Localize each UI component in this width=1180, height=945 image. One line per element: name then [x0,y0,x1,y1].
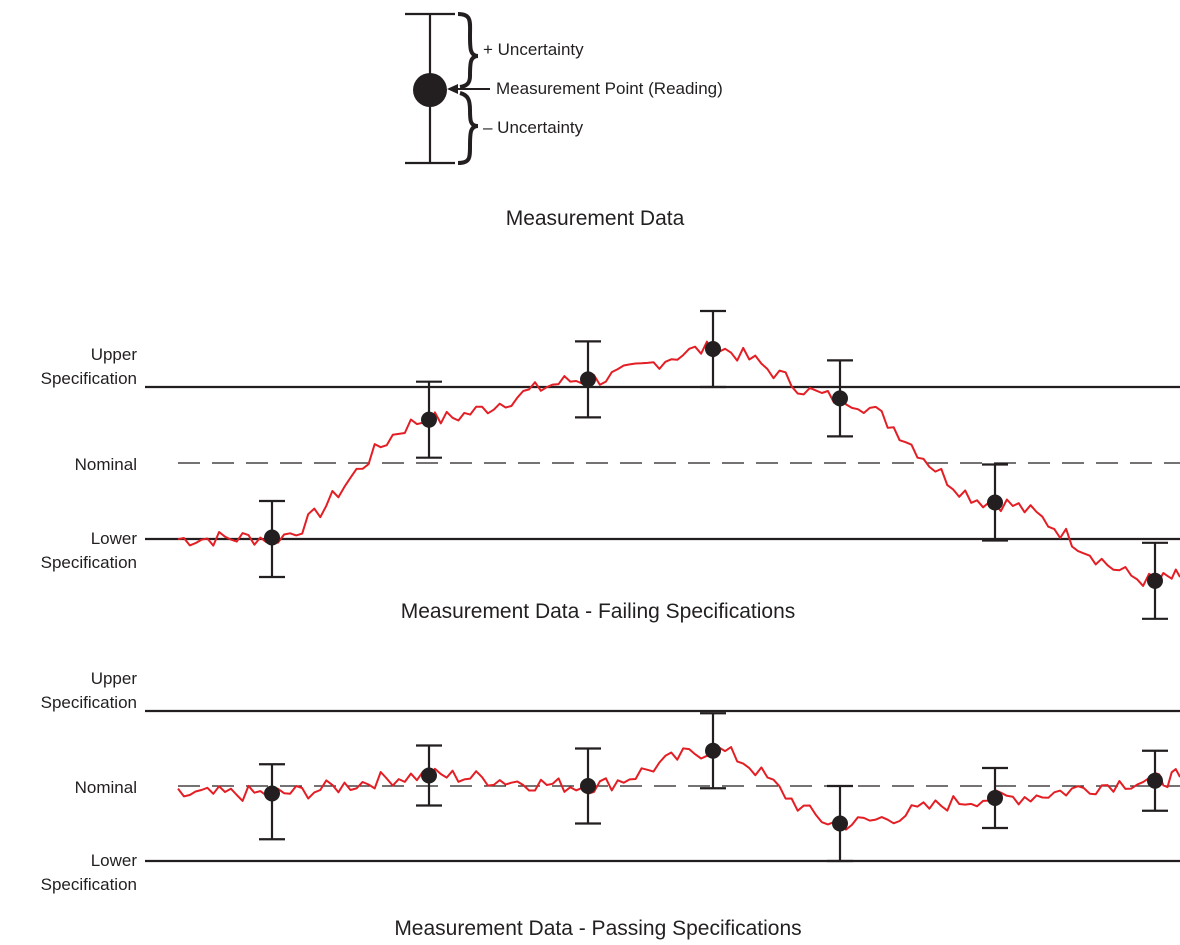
measurement-point [1147,572,1163,589]
failing-upper-spec-label: Upper Specification [41,345,138,388]
legend-upper-brace [457,12,479,89]
measurement-point [580,371,596,388]
passing-reading-4 [700,712,726,790]
passing-reading-7 [1142,749,1168,812]
passing-reading-5 [827,784,853,863]
passing-reading-1 [259,763,285,841]
measurement-point-label: Measurement Point (Reading) [496,79,723,98]
failing-reading-6 [982,463,1008,542]
legend-caption: Measurement Data [506,207,685,230]
measurement-point [987,494,1003,511]
minus-uncertainty-label: – Uncertainty [483,118,584,137]
passing-panel: Upper Specification Nominal Lower Specific… [41,669,1180,940]
measurement-point [580,778,596,794]
passing-caption: Measurement Data - Passing Specification… [394,917,801,940]
measurement-point [264,529,280,546]
passing-readings [259,712,1168,863]
measurement-point [832,815,848,832]
failing-reading-3 [575,340,601,419]
measurement-point [705,742,721,759]
failing-measurement-trace [177,340,1180,587]
failing-reading-5 [827,359,853,438]
measurement-point [987,790,1003,806]
failing-reading-1 [259,499,285,579]
failing-panel: Upper Specification Nominal Lower Specific… [41,309,1180,623]
failing-reading-7 [1142,541,1168,620]
passing-reading-3 [575,747,601,825]
passing-reading-2 [416,744,442,807]
passing-measurement-trace [177,746,1180,831]
legend-arrow-head [447,84,458,94]
legend-lower-brace [457,91,479,165]
measurement-point [421,767,437,784]
measurement-point [264,785,280,802]
passing-reading-6 [982,766,1008,830]
legend-measurement-point [413,73,447,107]
failing-readings [259,309,1168,620]
measurement-point [705,341,721,357]
measurement-point [1147,772,1163,789]
legend-key: + Uncertainty Measurement Point (Reading… [405,12,723,230]
failing-reading-2 [416,380,442,459]
passing-upper-spec-label: Upper Specification [41,669,138,712]
passing-nominal-label: Nominal [75,778,137,797]
measurement-point [832,390,848,407]
plus-uncertainty-label: + Uncertainty [483,40,584,59]
failing-reading-4 [700,309,726,389]
measurement-point [421,411,437,428]
failing-nominal-label: Nominal [75,455,137,474]
failing-caption: Measurement Data - Failing Specification… [401,600,796,623]
passing-lower-spec-label: Lower Specification [41,851,138,894]
failing-lower-spec-label: Lower Specification [41,529,138,572]
